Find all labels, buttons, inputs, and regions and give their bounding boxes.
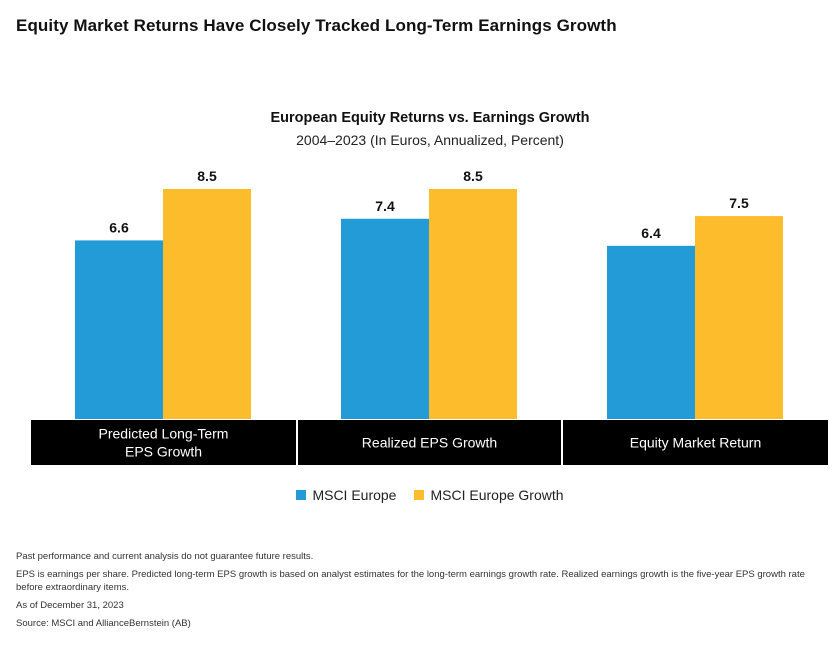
legend-label-msci-europe: MSCI Europe bbox=[312, 487, 397, 503]
data-label-msci-europe-growth-0: 8.5 bbox=[197, 168, 217, 184]
bar-msci-europe-growth-0 bbox=[163, 189, 251, 419]
category-band-0 bbox=[31, 420, 296, 465]
category-label-0: Predicted Long-Term EPS Growth bbox=[99, 426, 229, 460]
footnote-date: As of December 31, 2023 bbox=[16, 600, 124, 611]
legend-swatch-msci-europe bbox=[296, 490, 307, 500]
bar-chart: 6.6 8.5 Predicted Long-Term EPS Growth 7.4 8.… bbox=[31, 168, 828, 465]
data-label-msci-europe-growth-2: 7.5 bbox=[729, 195, 749, 211]
footnote-source: Source: MSCI and AllianceBernstein (AB) bbox=[16, 618, 191, 629]
category-band-2 bbox=[563, 420, 828, 465]
chart-legend: MSCI Europe MSCI Europe Growth bbox=[0, 487, 840, 503]
legend-item-msci-europe: MSCI Europe bbox=[296, 487, 396, 503]
footnotes: Past performance and current analysis do… bbox=[16, 550, 828, 635]
category-label-2: Equity Market Return bbox=[630, 435, 762, 451]
chart-subtitle: 2004–2023 (In Euros, Annualized, Percent… bbox=[296, 132, 564, 148]
legend-item-msci-europe-growth: MSCI Europe Growth bbox=[414, 487, 564, 503]
data-label-msci-europe-2: 6.4 bbox=[641, 225, 661, 241]
legend-swatch-msci-europe-growth bbox=[414, 490, 425, 500]
chart-title: European Equity Returns vs. Earnings Gro… bbox=[270, 110, 590, 126]
bar-msci-europe-1 bbox=[341, 218, 429, 419]
data-label-msci-europe-1: 7.4 bbox=[375, 198, 395, 214]
legend-label-msci-europe-growth: MSCI Europe Growth bbox=[430, 487, 564, 503]
category-band-1 bbox=[298, 420, 561, 465]
bar-msci-europe-0 bbox=[75, 240, 163, 419]
footnote-definition: EPS is earnings per share. Predicted lon… bbox=[16, 569, 805, 593]
footnote-disclaimer: Past performance and current analysis do… bbox=[16, 551, 314, 562]
data-label-msci-europe-growth-1: 8.5 bbox=[463, 168, 483, 184]
bar-msci-europe-growth-1 bbox=[429, 189, 517, 419]
data-label-msci-europe-0: 6.6 bbox=[109, 219, 129, 235]
page-headline: Equity Market Returns Have Closely Track… bbox=[16, 16, 617, 35]
bar-msci-europe-2 bbox=[607, 245, 695, 419]
category-label-1: Realized EPS Growth bbox=[362, 435, 497, 451]
bar-msci-europe-growth-2 bbox=[695, 216, 783, 419]
